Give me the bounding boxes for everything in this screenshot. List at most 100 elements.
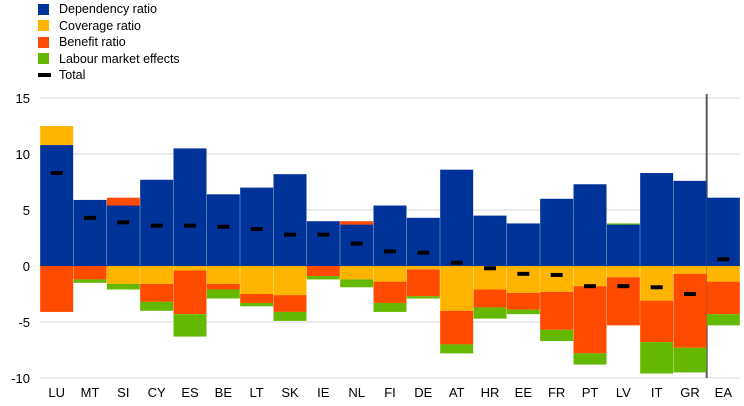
bar-segment-labour-market-effects [340,279,374,288]
bar-segment-coverage-ratio [206,266,240,284]
bar-segment-benefit-ratio [40,266,74,312]
bar-segment-benefit-ratio [673,273,707,348]
bar-segment-benefit-ratio [273,295,307,312]
x-tick-label: IE [317,385,330,400]
total-marker [184,223,196,228]
x-tick-label: MT [81,385,100,400]
bar-segment-benefit-ratio [440,310,474,345]
y-tick-label: -10 [11,371,30,386]
bar-segment-coverage-ratio [440,266,474,311]
bar-segment-coverage-ratio [240,266,274,294]
x-tick-label: PT [582,385,599,400]
bar-segment-dependency-ratio [506,223,540,266]
bar-segment-coverage-ratio [106,266,140,284]
chart-legend: Dependency ratio Coverage ratio Benefit … [38,1,180,84]
x-tick-label: NL [348,385,365,400]
total-marker [350,241,363,246]
bar-segment-dependency-ratio [440,169,474,266]
bar-segment-coverage-ratio [673,266,707,274]
bar-segment-labour-market-effects [440,344,474,354]
total-marker [517,271,530,276]
bar-segment-dependency-ratio [673,180,707,266]
total-marker [684,292,696,296]
y-tick-label: 5 [23,203,30,218]
bar-segment-labour-market-effects [73,279,107,283]
x-tick-label: LT [250,385,264,400]
bar-segment-benefit-ratio [306,266,340,277]
x-tick-label: EE [515,385,533,400]
bar-segment-labour-market-effects [540,329,574,342]
x-tick-label: FI [384,385,396,400]
x-tick-label: BE [215,385,233,400]
bar-segment-dependency-ratio [573,184,607,266]
bar-segment-dependency-ratio [640,173,674,266]
legend-label: Benefit ratio [59,35,126,50]
bar-segment-coverage-ratio [540,266,574,292]
y-tick-label: 10 [16,147,30,162]
bar-segment-dependency-ratio [106,205,140,266]
legend-swatch-benefit-ratio [38,36,49,48]
bar-segment-labour-market-effects [140,301,174,311]
legend-label: Labour market effects [59,51,180,66]
total-marker [250,227,263,232]
bar-segment-dependency-ratio [606,224,640,266]
total-marker [417,250,430,255]
x-tick-label: SI [117,385,129,400]
bar-segment-coverage-ratio [406,266,440,270]
bar-segment-labour-market-effects [473,307,507,319]
total-marker [317,232,330,237]
total-marker [284,232,296,237]
bar-segment-benefit-ratio [540,291,574,330]
bar-segment-labour-market-effects [206,289,240,299]
legend-label: Total [59,68,86,83]
x-tick-label: GR [680,385,700,400]
total-marker [450,260,463,265]
x-tick-label: EA [715,385,733,400]
bar-segment-dependency-ratio [73,199,107,266]
x-tick-label: IT [651,385,663,400]
bar-segment-coverage-ratio [706,266,740,282]
bar-segment-dependency-ratio [540,198,574,266]
legend-swatch-dependency-ratio [38,3,49,15]
bar-segment-coverage-ratio [506,266,540,293]
bar-segment-benefit-ratio [173,270,207,315]
bar-segment-labour-market-effects [506,309,540,315]
bar-segment-dependency-ratio [406,217,440,266]
x-tick-label: DE [414,385,432,400]
x-tick-label: FR [548,385,565,400]
bar-segment-coverage-ratio [606,266,640,278]
bar-segment-labour-market-effects [706,314,740,326]
total-marker [50,171,63,176]
bar-segment-labour-market-effects [373,302,407,312]
legend-item-dependency-ratio: Dependency ratio [38,1,180,18]
legend-label: Coverage ratio [59,18,141,33]
bar-segment-benefit-ratio [506,292,540,310]
total-marker [217,224,230,229]
bar-segment-benefit-ratio [240,294,274,303]
bar-segment-dependency-ratio [173,148,207,266]
bar-segment-dependency-ratio [306,221,340,266]
bar-segment-dependency-ratio [473,215,507,266]
bar-segment-benefit-ratio [140,283,174,302]
bar-segment-dependency-ratio [706,197,740,266]
bar-segment-benefit-ratio [340,221,374,225]
y-tick-label: 15 [16,91,30,106]
y-tick-label: 0 [23,259,30,274]
legend-item-labour-market-effects: Labour market effects [38,51,180,68]
total-marker [150,223,163,228]
total-marker [617,284,630,289]
legend-swatch-labour-market-effects [38,53,49,65]
legend-item-total: Total [38,67,180,84]
legend-item-coverage-ratio: Coverage ratio [38,18,180,35]
bar-segment-coverage-ratio [340,266,374,280]
bar-segment-dependency-ratio [40,145,74,266]
bar-segment-labour-market-effects [573,353,607,365]
total-marker [484,266,496,271]
total-marker [650,285,663,290]
total-marker [84,215,96,220]
bar-segment-coverage-ratio [40,126,74,146]
x-tick-label: HR [481,385,500,400]
bar-segment-labour-market-effects [306,276,340,280]
legend-swatch-total [38,73,51,78]
